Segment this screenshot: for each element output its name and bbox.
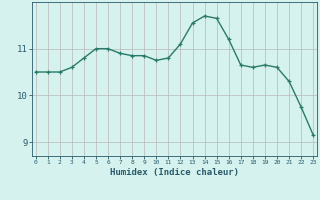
- X-axis label: Humidex (Indice chaleur): Humidex (Indice chaleur): [110, 168, 239, 177]
